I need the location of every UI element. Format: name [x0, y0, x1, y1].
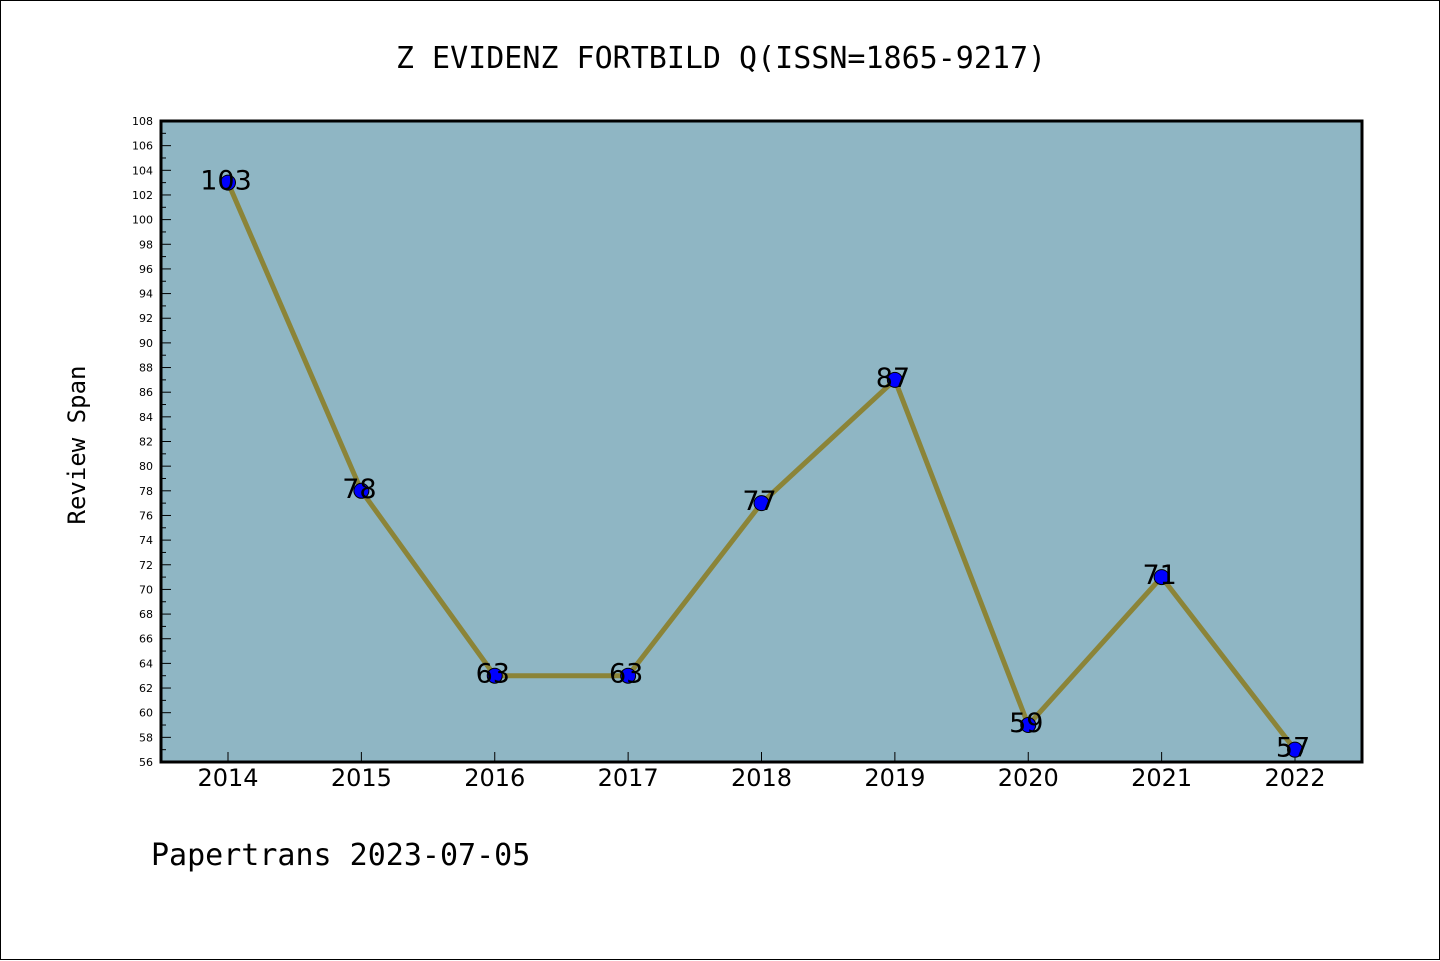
- data-label-2022: 57: [1276, 733, 1310, 764]
- y-tick-label: 82: [139, 436, 153, 449]
- data-point-2020: [1020, 717, 1037, 734]
- x-tick-label: 2014: [197, 764, 258, 792]
- y-tick-label: 72: [139, 559, 153, 572]
- data-label-2021: 71: [1142, 560, 1176, 591]
- x-tick-label: 2022: [1264, 764, 1325, 792]
- y-tick-label: 98: [139, 238, 153, 251]
- data-label-2016: 63: [476, 659, 510, 690]
- y-tick-label: 102: [132, 189, 153, 202]
- x-tick-label: 2018: [731, 764, 792, 792]
- data-point-2021: [1153, 569, 1170, 586]
- y-tick-label: 60: [139, 707, 153, 720]
- y-tick-label: 96: [139, 263, 153, 276]
- data-label-2015: 78: [342, 474, 376, 505]
- data-points: [220, 174, 1303, 758]
- y-tick-label: 80: [139, 460, 153, 473]
- x-axis: 2014 2015 2016 2017 2018 2019 2020 2021 2022: [197, 752, 1326, 792]
- y-tick-label: 64: [139, 657, 153, 670]
- data-point-2015: [353, 482, 370, 499]
- y-tick-label: 78: [139, 485, 153, 498]
- x-tick-label: 2015: [331, 764, 392, 792]
- y-tick-label: 100: [132, 214, 153, 227]
- y-tick-label: 62: [139, 682, 153, 695]
- data-label-2018: 77: [742, 486, 776, 517]
- data-point-2022: [1287, 741, 1303, 758]
- y-tick-label: 56: [139, 756, 153, 769]
- y-axis-label: Review Span: [63, 366, 91, 525]
- data-point-2017: [620, 667, 637, 684]
- plot-border: [159, 119, 1364, 764]
- chart-title: Z EVIDENZ FORTBILD Q(ISSN=1865-9217): [396, 41, 1046, 76]
- y-tick-label: 74: [139, 534, 153, 547]
- y-tick-label: 66: [139, 633, 153, 646]
- data-label-2017: 63: [609, 659, 643, 690]
- x-tick-label: 2020: [998, 764, 1059, 792]
- y-tick-label: 94: [139, 288, 153, 301]
- y-tick-label: 88: [139, 362, 153, 375]
- y-tick-label: 108: [132, 115, 153, 128]
- y-tick-label: 70: [139, 583, 153, 596]
- y-tick-label: 86: [139, 386, 153, 399]
- y-tick-label: 76: [139, 509, 153, 522]
- y-tick-label: 106: [132, 140, 153, 153]
- data-labels: 103 78 63 63 77 87 59 71 57: [200, 166, 1310, 764]
- plot-area: [161, 121, 1362, 762]
- y-tick-label: 92: [139, 312, 153, 325]
- y-axis: 56 58 60 62 64 66 68 70 72 74 76 78 80 82 84 86 88 90 92 94…: [132, 115, 171, 769]
- data-point-2019: [886, 371, 903, 388]
- y-tick-label: 104: [132, 164, 153, 177]
- data-point-2014: [220, 174, 236, 191]
- footer-credit: Papertrans 2023-07-05: [151, 838, 530, 873]
- x-tick-label: 2021: [1131, 764, 1192, 792]
- y-tick-label: 84: [139, 411, 153, 424]
- y-tick-label: 90: [139, 337, 153, 350]
- x-tick-label: 2016: [464, 764, 525, 792]
- data-point-2018: [753, 495, 770, 512]
- data-label-2020: 59: [1009, 708, 1043, 739]
- y-tick-label: 68: [139, 608, 153, 621]
- y-tick-label: 58: [139, 731, 153, 744]
- data-point-2016: [486, 667, 503, 684]
- data-label-2014: 103: [200, 166, 252, 197]
- x-tick-label: 2019: [864, 764, 925, 792]
- x-tick-label: 2017: [598, 764, 659, 792]
- data-label-2019: 87: [876, 363, 910, 394]
